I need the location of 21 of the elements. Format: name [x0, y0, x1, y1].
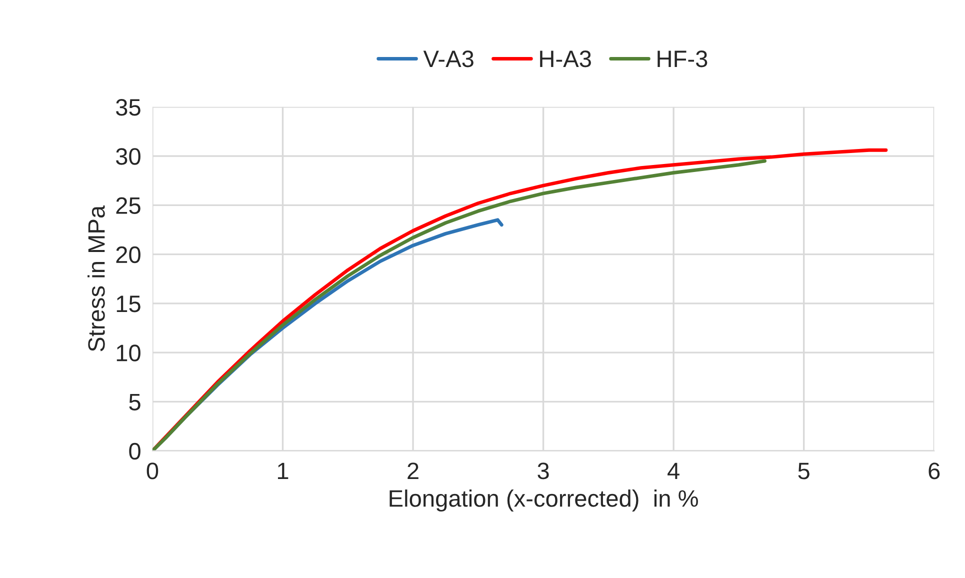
x-axis-title: Elongation (x-corrected) in % — [390, 490, 698, 512]
x-tick-label: 3 — [538, 462, 549, 480]
y-tick-label: 20 — [116, 246, 140, 264]
legend-label: HF-3 — [658, 50, 708, 68]
y-tick-label: 5 — [129, 394, 140, 410]
y-tick-label: 10 — [116, 344, 140, 362]
y-axis-title: Stress in MPa — [88, 205, 105, 352]
x-tick-label: 2 — [408, 462, 418, 480]
x-tick-label: 5 — [798, 462, 810, 480]
x-tick-label: 6 — [928, 462, 940, 480]
line-series — [152, 159, 766, 451]
legend-label: V-A3 — [423, 50, 474, 68]
x-tick-label: 4 — [668, 462, 680, 480]
x-tick-label: 0 — [146, 462, 158, 480]
legend-label: H-A3 — [540, 50, 591, 68]
x-tick-label: 1 — [278, 462, 288, 480]
y-tick-label: 25 — [116, 197, 140, 214]
y-tick-label: 35 — [116, 99, 140, 116]
y-tick-label: 15 — [116, 296, 140, 312]
y-tick-label: 0 — [129, 442, 140, 460]
y-tick-label: 30 — [116, 148, 140, 165]
